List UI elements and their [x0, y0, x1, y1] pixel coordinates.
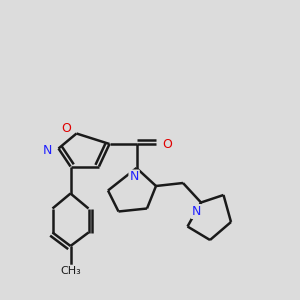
Text: N: N [192, 205, 201, 218]
Text: O: O [61, 122, 71, 135]
Text: O: O [163, 137, 172, 151]
Text: N: N [129, 170, 139, 184]
Text: CH₃: CH₃ [60, 266, 81, 276]
Text: N: N [42, 143, 52, 157]
